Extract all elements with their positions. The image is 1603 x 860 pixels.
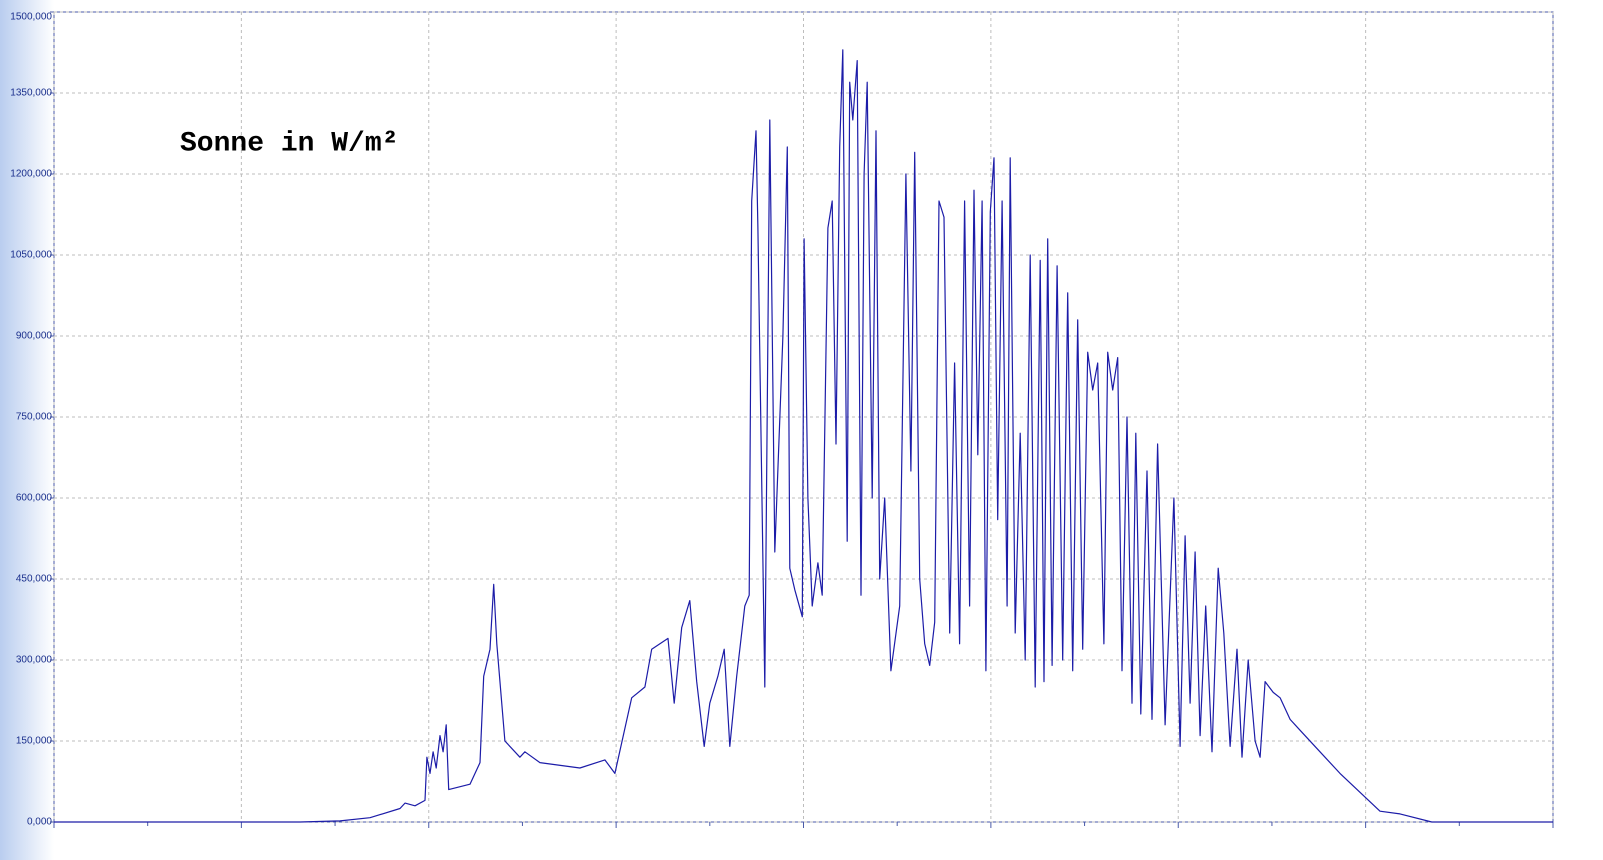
y-tick-label: 1200,000 xyxy=(10,169,52,180)
marks xyxy=(54,49,1553,823)
y-tick-label: 900,000 xyxy=(16,331,53,342)
y-tick-label: 1050,000 xyxy=(10,250,52,261)
y-tick-label: 150,000 xyxy=(16,736,53,747)
y-tick-label: 300,000 xyxy=(16,655,53,666)
y-tick-label: 1500,000 xyxy=(10,12,52,23)
axis-panel xyxy=(0,0,54,860)
chart-title: Sonne in W/m² xyxy=(180,128,398,159)
y-tick-label: 600,000 xyxy=(16,493,53,504)
data-line xyxy=(54,49,1553,823)
y-tick-label: 750,000 xyxy=(16,412,53,423)
y-tick-label: 0,000 xyxy=(27,817,52,828)
y-tick-label: 450,000 xyxy=(16,574,53,585)
y-tick-label: 1350,000 xyxy=(10,88,52,99)
